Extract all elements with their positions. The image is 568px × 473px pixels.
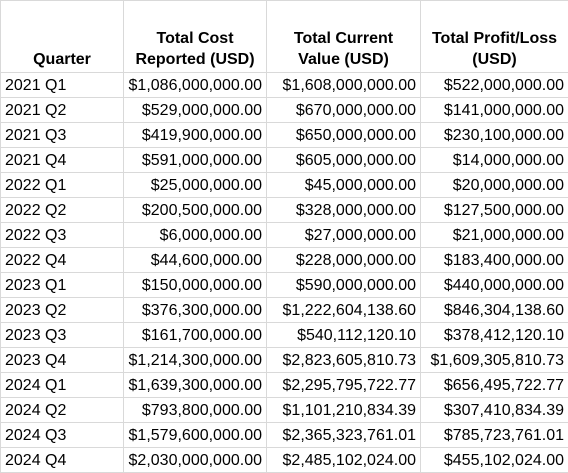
quarter-cell: 2021 Q3 [1,123,124,148]
table-row: 2023 Q1$150,000,000.00$590,000,000.00$44… [1,273,568,298]
quarter-cell: 2023 Q4 [1,348,124,373]
amount-cell: $2,295,795,722.77 [267,373,421,398]
amount-cell: $27,000,000.00 [267,223,421,248]
amount-cell: $2,365,323,761.01 [267,423,421,448]
amount-cell: $591,000,000.00 [124,148,267,173]
quarter-cell: 2024 Q3 [1,423,124,448]
amount-cell: $2,030,000,000.00 [124,448,267,473]
table-body: 2021 Q1$1,086,000,000.00$1,608,000,000.0… [1,73,568,473]
table-row: 2024 Q1$1,639,300,000.00$2,295,795,722.7… [1,373,568,398]
amount-cell: $21,000,000.00 [421,223,568,248]
amount-cell: $1,086,000,000.00 [124,73,267,98]
quarter-cell: 2021 Q2 [1,98,124,123]
header-cell: Total Cost Reported (USD) [124,1,267,73]
table-row: 2022 Q1$25,000,000.00$45,000,000.00$20,0… [1,173,568,198]
amount-cell: $2,823,605,810.73 [267,348,421,373]
amount-cell: $419,900,000.00 [124,123,267,148]
quarter-cell: 2022 Q3 [1,223,124,248]
amount-cell: $6,000,000.00 [124,223,267,248]
amount-cell: $1,222,604,138.60 [267,298,421,323]
amount-cell: $230,100,000.00 [421,123,568,148]
amount-cell: $307,410,834.39 [421,398,568,423]
amount-cell: $14,000,000.00 [421,148,568,173]
amount-cell: $25,000,000.00 [124,173,267,198]
table-row: 2024 Q2$793,800,000.00$1,101,210,834.39$… [1,398,568,423]
table-row: 2023 Q2$376,300,000.00$1,222,604,138.60$… [1,298,568,323]
amount-cell: $20,000,000.00 [421,173,568,198]
quarter-cell: 2022 Q1 [1,173,124,198]
table-row: 2024 Q3$1,579,600,000.00$2,365,323,761.0… [1,423,568,448]
quarter-cell: 2021 Q1 [1,73,124,98]
amount-cell: $45,000,000.00 [267,173,421,198]
amount-cell: $1,609,305,810.73 [421,348,568,373]
amount-cell: $1,579,600,000.00 [124,423,267,448]
amount-cell: $328,000,000.00 [267,198,421,223]
quarter-cell: 2024 Q1 [1,373,124,398]
amount-cell: $1,608,000,000.00 [267,73,421,98]
table-row: 2023 Q4$1,214,300,000.00$2,823,605,810.7… [1,348,568,373]
amount-cell: $378,412,120.10 [421,323,568,348]
table-row: 2023 Q3$161,700,000.00$540,112,120.10$37… [1,323,568,348]
table-row: 2024 Q4$2,030,000,000.00$2,485,102,024.0… [1,448,568,473]
table-row: 2022 Q4$44,600,000.00$228,000,000.00$183… [1,248,568,273]
quarter-cell: 2024 Q4 [1,448,124,473]
table-row: 2021 Q4$591,000,000.00$605,000,000.00$14… [1,148,568,173]
table-row: 2021 Q2$529,000,000.00$670,000,000.00$14… [1,98,568,123]
amount-cell: $522,000,000.00 [421,73,568,98]
amount-cell: $650,000,000.00 [267,123,421,148]
amount-cell: $200,500,000.00 [124,198,267,223]
table-row: 2022 Q3$6,000,000.00$27,000,000.00$21,00… [1,223,568,248]
amount-cell: $670,000,000.00 [267,98,421,123]
quarter-cell: 2022 Q2 [1,198,124,223]
amount-cell: $2,485,102,024.00 [267,448,421,473]
amount-cell: $1,639,300,000.00 [124,373,267,398]
quarter-cell: 2022 Q4 [1,248,124,273]
header-cell: Total Current Value (USD) [267,1,421,73]
amount-cell: $141,000,000.00 [421,98,568,123]
header-cell: Total Profit/Loss (USD) [421,1,568,73]
amount-cell: $44,600,000.00 [124,248,267,273]
table-row: 2021 Q1$1,086,000,000.00$1,608,000,000.0… [1,73,568,98]
quarter-cell: 2023 Q2 [1,298,124,323]
amount-cell: $455,102,024.00 [421,448,568,473]
quarter-cell: 2023 Q3 [1,323,124,348]
amount-cell: $228,000,000.00 [267,248,421,273]
amount-cell: $656,495,722.77 [421,373,568,398]
amount-cell: $793,800,000.00 [124,398,267,423]
quarter-cell: 2024 Q2 [1,398,124,423]
amount-cell: $846,304,138.60 [421,298,568,323]
amount-cell: $183,400,000.00 [421,248,568,273]
amount-cell: $440,000,000.00 [421,273,568,298]
amount-cell: $1,101,210,834.39 [267,398,421,423]
amount-cell: $127,500,000.00 [421,198,568,223]
amount-cell: $376,300,000.00 [124,298,267,323]
quarter-cell: 2023 Q1 [1,273,124,298]
amount-cell: $605,000,000.00 [267,148,421,173]
header-cell: Quarter [1,1,124,73]
table-row: 2022 Q2$200,500,000.00$328,000,000.00$12… [1,198,568,223]
table-row: 2021 Q3$419,900,000.00$650,000,000.00$23… [1,123,568,148]
amount-cell: $590,000,000.00 [267,273,421,298]
quarter-cell: 2021 Q4 [1,148,124,173]
amount-cell: $161,700,000.00 [124,323,267,348]
amount-cell: $529,000,000.00 [124,98,267,123]
amount-cell: $785,723,761.01 [421,423,568,448]
amount-cell: $1,214,300,000.00 [124,348,267,373]
amount-cell: $540,112,120.10 [267,323,421,348]
amount-cell: $150,000,000.00 [124,273,267,298]
